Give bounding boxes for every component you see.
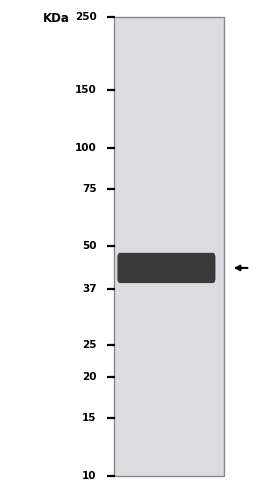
FancyBboxPatch shape: [117, 253, 215, 283]
Text: 10: 10: [82, 471, 97, 481]
Text: 37: 37: [82, 285, 97, 294]
FancyBboxPatch shape: [114, 17, 224, 476]
Text: 250: 250: [75, 12, 97, 22]
Text: KDa: KDa: [43, 12, 70, 25]
Text: 75: 75: [82, 183, 97, 194]
Text: 25: 25: [82, 340, 97, 350]
Text: 150: 150: [75, 85, 97, 95]
Text: 15: 15: [82, 413, 97, 423]
Text: 20: 20: [82, 372, 97, 382]
Text: 100: 100: [75, 142, 97, 153]
Text: 50: 50: [82, 242, 97, 251]
